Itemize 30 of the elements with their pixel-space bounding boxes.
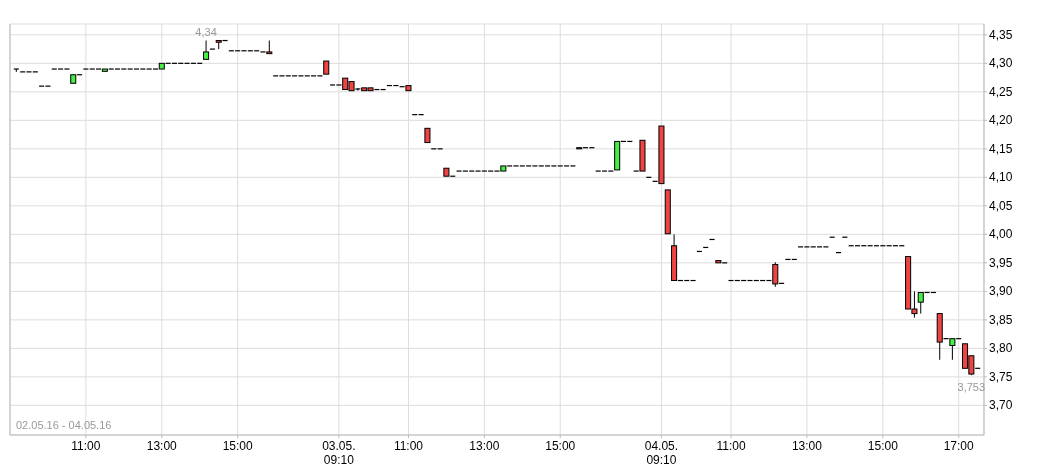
- x-tick-label: 15:00: [867, 439, 899, 453]
- y-tick-label: 3,80: [989, 341, 1013, 356]
- y-tick-label: 3,95: [989, 255, 1013, 270]
- y-tick-label: 4,00: [989, 227, 1013, 242]
- annotation: 3,753: [957, 381, 986, 394]
- y-tick-label: 4,10: [989, 170, 1013, 185]
- x-tick-label: 11:00: [716, 439, 746, 453]
- x-tick-label: 11:00: [393, 439, 424, 453]
- y-tick-label: 4,25: [989, 84, 1013, 99]
- candlestick: [203, 40, 210, 60]
- x-tick-label: 03.05. 09:10: [322, 439, 356, 467]
- y-tick-label: 4,30: [989, 56, 1013, 71]
- y-tick-label: 4,35: [989, 27, 1013, 42]
- annotation: 4,34: [195, 25, 217, 38]
- y-tick-label: 3,70: [989, 398, 1013, 413]
- y-tick-label: 3,90: [989, 284, 1013, 299]
- y-tick-label: 4,20: [989, 113, 1013, 128]
- x-tick-label: 13:00: [469, 439, 500, 453]
- y-tick-label: 4,05: [989, 198, 1013, 213]
- annotation: 02.05.16 - 04.05.16: [16, 419, 112, 431]
- x-tick-label: 04.05. 09:10: [644, 439, 679, 467]
- x-tick-label: 15:00: [545, 439, 576, 453]
- y-tick-label: 3,75: [989, 369, 1013, 384]
- y-tick-label: 4,15: [989, 141, 1013, 156]
- y-tick-label: 3,85: [989, 312, 1013, 327]
- x-tick-label: 11:00: [71, 439, 101, 453]
- x-tick-label: 13:00: [791, 439, 823, 453]
- x-tick-label: 13:00: [146, 439, 178, 453]
- x-tick-label: 17:00: [943, 439, 975, 453]
- x-tick-label: 15:00: [222, 439, 254, 453]
